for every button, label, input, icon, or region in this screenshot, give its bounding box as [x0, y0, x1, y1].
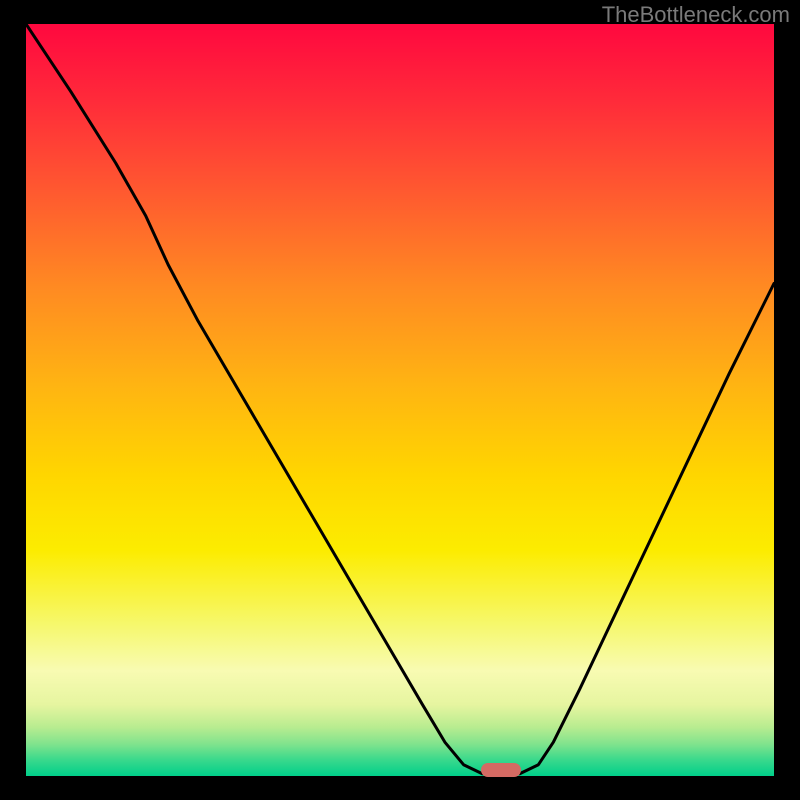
- plot-area: [26, 24, 774, 776]
- bottleneck-curve: [26, 24, 774, 776]
- optimum-marker: [481, 763, 521, 777]
- curve-path: [26, 24, 774, 774]
- chart-stage: TheBottleneck.com: [0, 0, 800, 800]
- watermark-text: TheBottleneck.com: [602, 2, 790, 28]
